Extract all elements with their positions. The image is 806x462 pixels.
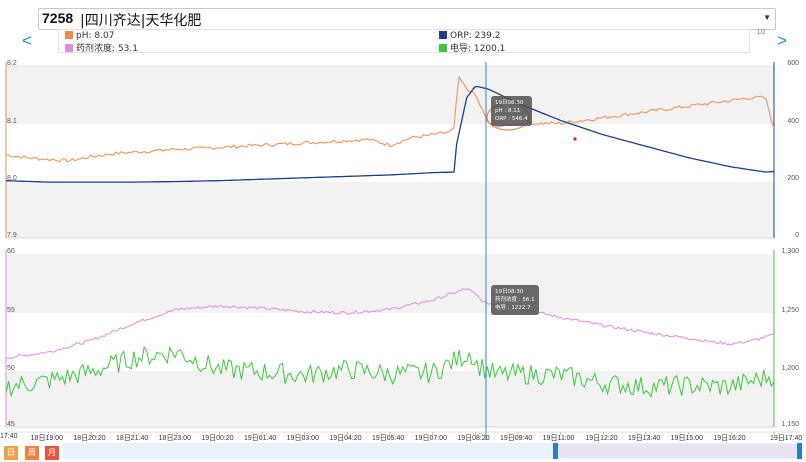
y-tick-right: 1,200 xyxy=(781,365,799,372)
period-week-button[interactable]: 周 xyxy=(25,446,39,460)
x-tick-label: 19日11:00 xyxy=(542,435,575,442)
legend-swatch xyxy=(65,31,73,39)
x-tick-label: 18日19:00 xyxy=(30,435,63,442)
x-tick-label: 19日17:40 xyxy=(770,435,803,442)
period-day-button[interactable]: 日 xyxy=(4,446,18,460)
chart-legend: pH: 8.07 药剂浓度: 53.1 ORP: 239.2 电导: 1200.… xyxy=(58,29,750,54)
x-tick-label: 19日01:40 xyxy=(244,435,277,442)
x-tick-label: 19日07:00 xyxy=(414,435,447,442)
x-tick-label: 19日16:20 xyxy=(713,435,746,442)
y-tick-right: 0 xyxy=(795,232,799,239)
x-tick-label: 19日05:40 xyxy=(372,435,405,442)
x-tick-label: 18日23:00 xyxy=(158,435,191,442)
station-code: 7258 xyxy=(42,10,74,26)
navigator-range-right xyxy=(556,444,800,458)
plot-band xyxy=(6,182,774,238)
y-tick-right: 200 xyxy=(787,175,799,182)
y-tick-right: 400 xyxy=(787,118,799,125)
tooltip-top: 19日08:30 pH : 8.11 ORP : 546.4 xyxy=(491,96,532,126)
legend-swatch xyxy=(439,31,447,39)
prev-arrow-icon[interactable]: < xyxy=(22,31,32,50)
x-axis-labels: 17:40 18日19:00 18日20:20 18日21:40 18日23:00 19日… xyxy=(0,433,806,443)
legend-item-conductivity[interactable]: 电导: 1200.1 xyxy=(439,41,505,54)
tooltip-time: 19日08:30 xyxy=(495,100,524,106)
y-tick-left: 50 xyxy=(7,365,15,372)
x-tick-label: 18日20:20 xyxy=(73,435,106,442)
series-line-orp xyxy=(5,85,775,183)
y-tick-left: 45 xyxy=(7,421,15,428)
x-tick-label: 18日21:40 xyxy=(116,435,149,442)
series-line-conductivity xyxy=(5,345,775,399)
y-tick-left: 8.1 xyxy=(7,118,17,125)
x-tick-label: 19日04:20 xyxy=(329,435,362,442)
series-line-dosing xyxy=(6,288,775,359)
legend-swatch xyxy=(65,44,73,52)
x-tick-label: 19日12:20 xyxy=(585,435,618,442)
x-tick-label: 19日15:00 xyxy=(670,435,703,442)
y-tick-left: 60 xyxy=(7,248,15,255)
y-tick-left: 7.9 xyxy=(7,232,17,239)
x-tick-label: 17:40 xyxy=(0,433,18,440)
x-tick-label: 19日00:20 xyxy=(201,435,234,442)
station-name: |四川齐达|天华化肥 xyxy=(80,13,202,29)
series-line-ph xyxy=(5,75,775,163)
tooltip-time: 19日08:30 xyxy=(495,289,524,295)
y-tick-right: 1,250 xyxy=(781,307,799,314)
tooltip-line: ORP : 546.4 xyxy=(495,116,528,122)
legend-page-indicator[interactable]: 1/2 xyxy=(757,30,766,36)
tooltip-line: pH : 8.11 xyxy=(495,108,521,114)
tooltip-bottom: 19日08:30 药剂浓度 : 56.1 电导 : 1222.7 xyxy=(491,285,539,315)
plot-band xyxy=(6,254,774,313)
legend-swatch xyxy=(439,44,447,52)
y-tick-right: 1,150 xyxy=(781,421,799,428)
y-tick-right: 600 xyxy=(787,60,799,67)
y-tick-left: 55 xyxy=(7,307,15,314)
navigator-handle[interactable] xyxy=(553,443,558,459)
legend-item-dosing[interactable]: 药剂浓度: 53.1 xyxy=(65,41,138,54)
navigator-handle[interactable] xyxy=(797,443,802,459)
x-tick-label: 19日09:40 xyxy=(500,435,533,442)
tooltip-line: 药剂浓度 : 56.1 xyxy=(495,297,535,303)
legend-item-orp[interactable]: ORP: 239.2 xyxy=(439,31,500,41)
tooltip-line: 电导 : 1222.7 xyxy=(495,305,531,311)
plot-band xyxy=(6,66,774,124)
chevron-down-icon: ▼ xyxy=(763,13,771,22)
y-tick-right: 1,300 xyxy=(781,248,799,255)
y-tick-left: 8.0 xyxy=(7,175,17,182)
legend-item-ph[interactable]: pH: 8.07 xyxy=(65,31,114,41)
y-tick-left: 8.2 xyxy=(7,60,17,67)
navigator-range-left xyxy=(64,444,556,458)
x-tick-label: 19日08:20 xyxy=(457,435,490,442)
plot-band xyxy=(6,371,774,427)
period-month-button[interactable]: 月 xyxy=(45,446,59,460)
next-arrow-icon[interactable]: > xyxy=(777,31,787,50)
outlier-point xyxy=(573,137,577,141)
x-tick-label: 19日03:00 xyxy=(286,435,319,442)
x-tick-label: 19日13:40 xyxy=(628,435,661,442)
